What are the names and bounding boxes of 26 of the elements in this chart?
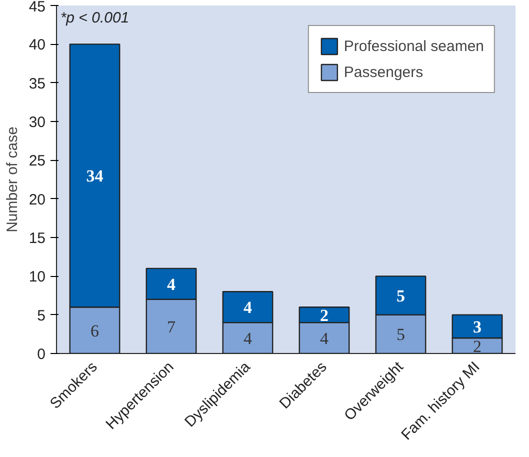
data-label: 4: [244, 329, 252, 348]
y-tick-label: 15: [28, 230, 46, 247]
data-label: 5: [396, 325, 405, 344]
y-tick-label: 5: [37, 307, 46, 324]
data-label: 7: [167, 317, 176, 336]
y-tick-label: 20: [28, 191, 46, 208]
data-label: 3: [473, 317, 482, 336]
y-tick-label: 35: [28, 75, 46, 92]
y-axis-title: Number of case: [4, 126, 21, 232]
y-tick-label: 45: [28, 0, 46, 16]
data-label: 4: [320, 329, 329, 348]
data-label: 2: [320, 306, 328, 325]
y-tick-label: 30: [28, 114, 46, 131]
data-label: 4: [167, 274, 176, 294]
data-label: 6: [90, 321, 99, 340]
annotation: *p < 0.001: [60, 10, 130, 26]
legend-label: Professional seamen: [344, 38, 484, 54]
y-tick-label: 10: [28, 268, 46, 286]
data-label: 2: [473, 336, 482, 356]
y-tick-label: 25: [28, 152, 46, 170]
y-tick-label: 0: [37, 346, 46, 363]
y-tick-label: 40: [28, 36, 46, 54]
data-label: 4: [244, 298, 252, 318]
legend-label: Passengers: [344, 64, 424, 80]
data-label: 5: [396, 286, 405, 306]
data-label: 34: [86, 166, 104, 186]
